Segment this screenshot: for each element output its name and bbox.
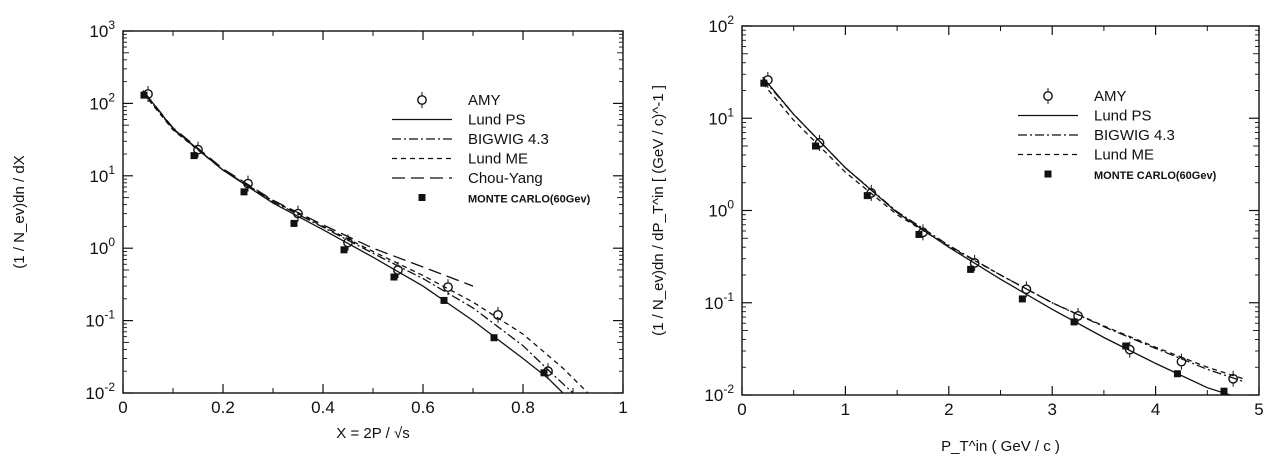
- x-tick-label: 0.4: [311, 398, 335, 417]
- monte-carlo-point: [812, 142, 820, 150]
- y-tick-label: 102: [708, 13, 734, 36]
- chart-right: 0 1 2 3 4 5 10-2 10-1 100 101 102 P_T^in ( GeV / c …: [650, 13, 1264, 455]
- monte-carlo-point: [1070, 318, 1078, 326]
- y-tick-label: 101: [89, 163, 115, 186]
- x-tick-label: 5: [1254, 400, 1263, 419]
- legend-amy-marker: [1043, 91, 1053, 101]
- legend-label: AMY: [1094, 88, 1127, 105]
- legend-label: Lund ME: [468, 151, 528, 168]
- legend-label: Lund PS: [468, 112, 526, 129]
- plot-frame: [741, 25, 1260, 396]
- monte-carlo-point: [440, 296, 448, 304]
- x-axis-label: P_T^in ( GeV / c ): [941, 438, 1060, 455]
- y-tick-label: 100: [708, 198, 734, 221]
- y-axis-label: (1 / N_ev)dn / dX: [11, 155, 28, 268]
- monte-carlo-point: [190, 152, 198, 160]
- monte-carlo-point: [863, 192, 871, 200]
- x-tick-label: 0.2: [211, 398, 235, 417]
- y-tick-label: 101: [708, 105, 734, 128]
- series-line-chou-yang: [142, 90, 474, 287]
- legend: AMY Lund PS BIGWIG 4.3 Lund ME MONTE CARLO(6…: [1018, 88, 1217, 182]
- legend-label: MONTE CARLO(60Gev): [1094, 170, 1217, 182]
- y-tick-label: 103: [89, 18, 115, 41]
- legend-label: MONTE CARLO(60Gev): [468, 194, 591, 206]
- legend-amy-marker: [417, 95, 427, 105]
- x-tick-label: 0.6: [411, 398, 435, 417]
- legend-label: BIGWIG 4.3: [468, 131, 549, 148]
- legend-monte-carlo-marker: [418, 194, 426, 201]
- y-tick-label: 100: [89, 235, 115, 258]
- monte-carlo-point: [540, 369, 548, 377]
- y-tick-label: 10-2: [85, 380, 115, 403]
- y-tick-label: 102: [89, 90, 115, 113]
- series-line-lund-me: [762, 82, 1244, 380]
- amy-data-point: [493, 309, 503, 320]
- y-tick-label: 10-1: [85, 308, 115, 331]
- monte-carlo-point: [1220, 387, 1228, 395]
- series-line-lund-me: [142, 92, 589, 393]
- y-tick-label: 10-1: [704, 290, 734, 313]
- x-tick-label: 1: [841, 400, 850, 419]
- monte-carlo-point: [140, 91, 148, 99]
- legend-label: Lund ME: [1094, 147, 1154, 164]
- x-tick-label: 2: [944, 400, 953, 419]
- legend-label: Lund PS: [1094, 108, 1152, 125]
- x-tick-label: 0.8: [511, 398, 535, 417]
- x-tick-label: 1: [618, 398, 627, 417]
- monte-carlo-point: [290, 219, 298, 227]
- monte-carlo-point: [340, 246, 348, 254]
- y-axis-label: (1 / N_ev)dn / dP_T^in [ (GeV / c)^-1 ]: [650, 85, 667, 336]
- monte-carlo-point: [1122, 342, 1130, 350]
- legend-label: Chou-Yang: [468, 170, 543, 187]
- monte-carlo-point: [1018, 295, 1026, 303]
- legend-monte-carlo-marker: [1044, 170, 1052, 178]
- x-axis-label: X = 2P / √s: [336, 425, 409, 442]
- x-tick-label: 0: [737, 400, 746, 419]
- legend-label: AMY: [468, 92, 501, 109]
- series-line-bigwig-4-3: [762, 78, 1244, 383]
- monte-carlo-point: [760, 79, 768, 87]
- monte-carlo-point: [240, 188, 248, 196]
- monte-carlo-point: [915, 230, 923, 238]
- x-tick-label: 4: [1151, 400, 1160, 419]
- monte-carlo-point: [1173, 370, 1181, 378]
- series-line-lund-ps: [762, 76, 1233, 395]
- chart-left: 0 0.2 0.4 0.6 0.8 1 10-2 10-1 100 101 102 103 X = 2P…: [11, 18, 628, 442]
- monte-carlo-point: [390, 273, 398, 281]
- y-tick-label: 10-2: [704, 382, 734, 405]
- x-tick-label: 3: [1047, 400, 1056, 419]
- legend-label: BIGWIG 4.3: [1094, 127, 1175, 144]
- monte-carlo-point: [967, 265, 975, 273]
- legend: AMY Lund PS BIGWIG 4.3 Lund ME Chou-Yang MONT…: [392, 92, 591, 206]
- plot-frame: [122, 30, 624, 394]
- monte-carlo-point: [490, 334, 498, 342]
- x-tick-label: 0: [118, 398, 127, 417]
